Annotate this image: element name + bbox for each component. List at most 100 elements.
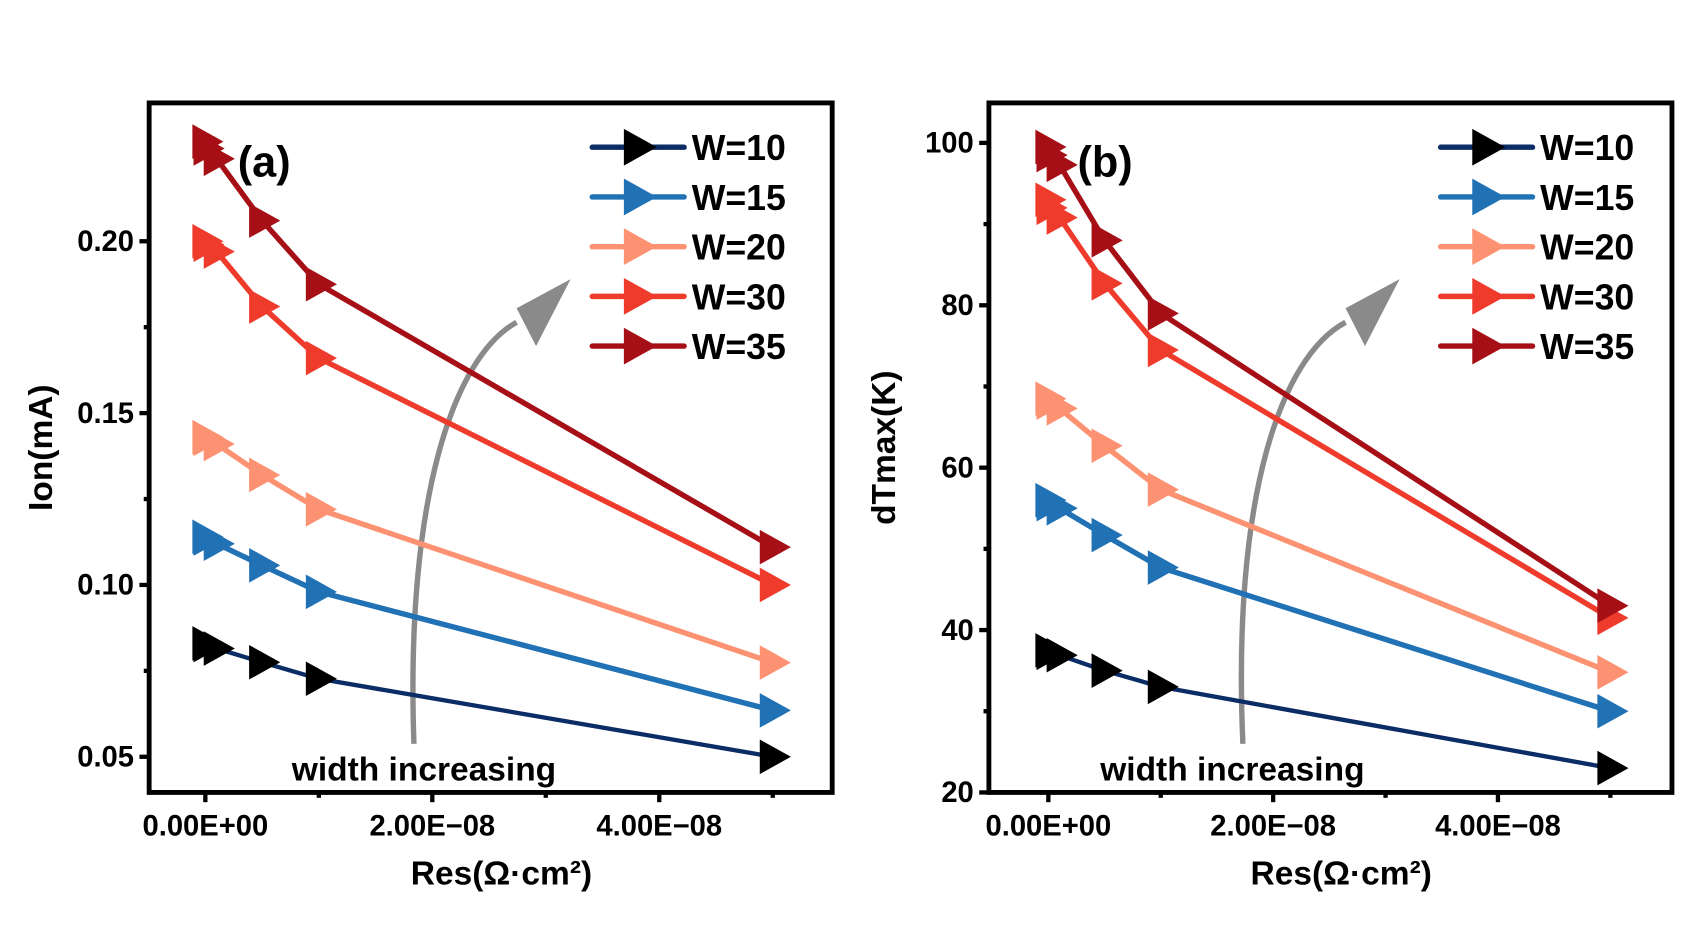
data-point-marker: [759, 567, 791, 603]
legend-label: W=20: [1540, 228, 1634, 268]
data-point-marker: [203, 141, 235, 177]
x-tick-label: 0.00E+00: [142, 811, 268, 843]
data-point-marker: [203, 631, 235, 666]
series-w-20: [192, 419, 791, 680]
y-tick-label: 0.15: [77, 398, 134, 430]
series-line: [202, 240, 774, 588]
x-tick-label: 4.00E−08: [1435, 811, 1561, 843]
y-tick-label: 20: [941, 777, 973, 809]
series-w-35: [192, 124, 791, 565]
legend-marker-icon: [623, 327, 657, 365]
series-w-30: [1035, 182, 1629, 636]
legend-marker-icon: [623, 278, 657, 315]
y-tick-label: 80: [941, 290, 973, 322]
data-point-marker: [1147, 669, 1179, 705]
data-point-marker: [305, 661, 337, 697]
data-point-marker: [1046, 147, 1078, 183]
y-axis-title: dTmax(K): [866, 370, 903, 524]
y-tick-label: 60: [941, 452, 973, 484]
series-w-30: [192, 223, 791, 603]
annotation-width-increasing: width increasing: [291, 752, 556, 789]
data-point-marker: [759, 529, 791, 565]
y-tick-label: 0.10: [77, 570, 134, 602]
data-point-marker: [1046, 200, 1078, 235]
y-tick-label: 100: [925, 128, 974, 160]
legend-item: W=15: [589, 178, 786, 218]
data-point-marker: [249, 457, 281, 493]
legend-marker-icon: [623, 228, 657, 266]
series-line: [1045, 146, 1612, 608]
series-line: [1045, 199, 1612, 621]
data-point-marker: [759, 739, 791, 775]
x-tick-label: 2.00E−08: [1210, 811, 1336, 843]
x-axis-title: Res(Ω·cm²): [1251, 855, 1432, 892]
y-tick-label: 0.05: [77, 742, 134, 774]
series-w-15: [192, 519, 791, 728]
series-line: [203, 535, 774, 713]
series-w-10: [192, 626, 791, 775]
data-point-marker: [305, 340, 337, 376]
data-point-marker: [1091, 517, 1123, 553]
data-point-marker: [759, 693, 791, 728]
legend-item: W=35: [589, 327, 786, 367]
data-point-marker: [1091, 653, 1123, 688]
series-w-35: [1035, 129, 1629, 623]
data-point-marker: [305, 574, 337, 610]
series-line: [1046, 649, 1611, 771]
data-point-marker: [249, 644, 281, 680]
panel-b: 20 40 60 80 100 0.00E+00 2.00E−08 4.00E−08Res(Ω…: [866, 100, 1675, 892]
legend-item: W=10: [589, 128, 786, 168]
data-point-marker: [305, 492, 337, 527]
arrow-head-icon: [516, 279, 571, 347]
x-tick-label: 4.00E−08: [596, 811, 722, 843]
series-line: [203, 642, 774, 759]
legend-marker-icon: [1472, 128, 1506, 166]
data-point-marker: [249, 289, 281, 324]
legend-item: W=20: [1437, 228, 1634, 268]
series-w-15: [1035, 482, 1629, 729]
data-point-marker: [1046, 391, 1078, 426]
legend-marker-icon: [1472, 278, 1506, 315]
legend-label: W=20: [692, 228, 786, 268]
data-point-marker: [1597, 750, 1629, 786]
data-point-marker: [759, 645, 791, 680]
legend-marker-icon: [1472, 228, 1506, 266]
legend-label: W=30: [1540, 277, 1634, 317]
x-tick-label: 2.00E−08: [369, 811, 495, 843]
data-point-marker: [249, 548, 281, 583]
panel-label: (b): [1078, 138, 1133, 186]
series-w-20: [1035, 381, 1629, 690]
panel-label: (a): [238, 138, 291, 186]
plot-frame: [146, 100, 835, 795]
legend-label: W=10: [1540, 128, 1634, 168]
data-point-marker: [1147, 472, 1179, 507]
data-point-marker: [1046, 490, 1078, 526]
legend-label: W=15: [692, 178, 786, 218]
series-line: [203, 435, 774, 666]
data-point-marker: [1147, 296, 1179, 331]
legend-label: W=10: [692, 128, 786, 168]
data-point-marker: [1147, 550, 1179, 585]
data-point-marker: [1597, 654, 1629, 690]
legend-label: W=15: [1540, 178, 1634, 218]
legend-label: W=35: [1540, 327, 1634, 367]
y-tick-label: 0.20: [77, 226, 134, 258]
legend-item: W=10: [1437, 128, 1634, 168]
legend-item: W=30: [1437, 277, 1634, 317]
data-point-marker: [1597, 588, 1629, 623]
data-point-marker: [249, 203, 281, 238]
legend-marker-icon: [1472, 178, 1506, 216]
legend-label: W=30: [692, 277, 786, 317]
width-increasing-arrow: [410, 319, 518, 744]
y-axis-title: Ion(mA): [23, 384, 60, 511]
legend-item: W=35: [1437, 327, 1634, 367]
legend-marker-icon: [623, 128, 657, 166]
y-tick-label: 40: [941, 615, 973, 647]
series-line: [1045, 397, 1612, 675]
legend-item: W=15: [1437, 178, 1634, 218]
x-axis-title: Res(Ω·cm²): [411, 855, 592, 892]
data-point-marker: [1091, 223, 1123, 258]
plot-frame: [986, 100, 1675, 795]
arrow-head-icon: [1345, 279, 1400, 347]
